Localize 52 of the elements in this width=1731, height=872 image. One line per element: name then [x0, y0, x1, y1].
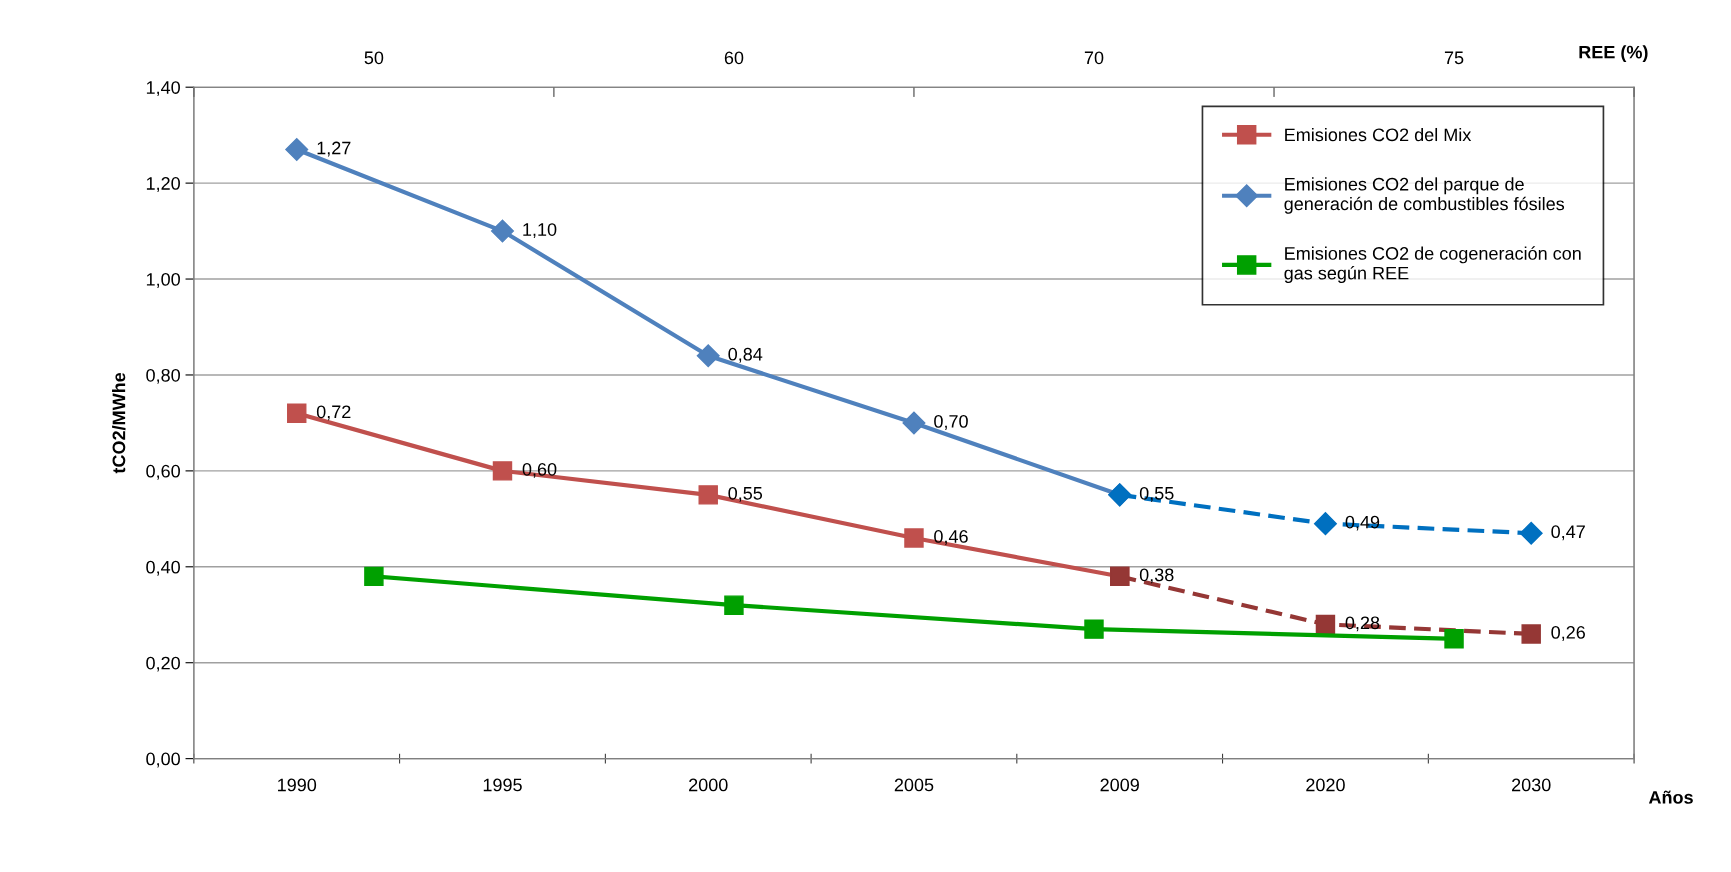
point	[1315, 614, 1336, 635]
x-tick-label: 1990	[278, 778, 317, 792]
point	[724, 595, 744, 615]
x-tick-label: 50	[364, 51, 384, 65]
point	[1444, 629, 1464, 649]
data-label: 0,26	[1551, 626, 1585, 641]
point	[492, 461, 513, 481]
point	[1313, 512, 1337, 536]
y-tick-label: 1,20	[146, 177, 180, 192]
y-tick-label: 0,00	[146, 752, 180, 768]
x-tick-label: 2000	[689, 778, 728, 792]
x-tick-label: 2009	[1100, 778, 1139, 792]
x-tick-label: 2020	[1306, 778, 1345, 792]
y-axis-title: tCO2/MWhe	[112, 372, 126, 474]
x-axis-title: REE (%)	[1579, 45, 1648, 63]
point	[285, 138, 309, 162]
data-label: 0,55	[728, 486, 763, 502]
point	[287, 403, 307, 424]
data-label: 0,38	[1139, 568, 1174, 584]
point	[1084, 619, 1104, 639]
x-tick-label: 70	[1084, 51, 1104, 65]
point	[490, 219, 514, 243]
x-tick-label: 2005	[894, 778, 934, 792]
data-label: 0,70	[934, 414, 968, 430]
x-tick-label: 2030	[1512, 778, 1551, 792]
legend-label: Emisiones CO2 de cogeneración con gas según REE	[1284, 246, 1581, 284]
point	[904, 528, 924, 548]
y-tick-label: 1,40	[146, 81, 180, 97]
y-tick-label: 0,80	[146, 368, 180, 384]
data-label: 0,47	[1551, 525, 1585, 541]
data-label: 0,46	[934, 530, 968, 545]
point	[698, 485, 718, 505]
point	[1519, 521, 1543, 545]
point	[364, 566, 384, 587]
point	[1521, 624, 1541, 644]
y-tick-label: 0,20	[146, 656, 180, 672]
data-label: 0,55	[1139, 486, 1174, 502]
point	[902, 411, 926, 435]
x-tick-label: 1995	[483, 778, 522, 792]
data-label: 0,72	[316, 405, 351, 421]
data-label: 0,84	[728, 347, 763, 363]
y-tick-label: 0,40	[146, 560, 180, 576]
y-tick-label: 0,60	[146, 464, 180, 480]
data-label: 1,10	[523, 223, 557, 239]
data-label: 1,27	[317, 141, 351, 157]
legend-label: Emisiones CO2 del parque de generación de combustibles fósiles	[1284, 177, 1565, 214]
x-axis-title: Años	[1648, 790, 1693, 804]
legend-label: Emisiones CO2 del Mix	[1285, 127, 1472, 142]
point	[696, 344, 720, 368]
x-tick-label: 75	[1444, 51, 1464, 65]
x-tick-label: 60	[724, 51, 744, 65]
y-tick-label: 1,00	[146, 272, 180, 288]
